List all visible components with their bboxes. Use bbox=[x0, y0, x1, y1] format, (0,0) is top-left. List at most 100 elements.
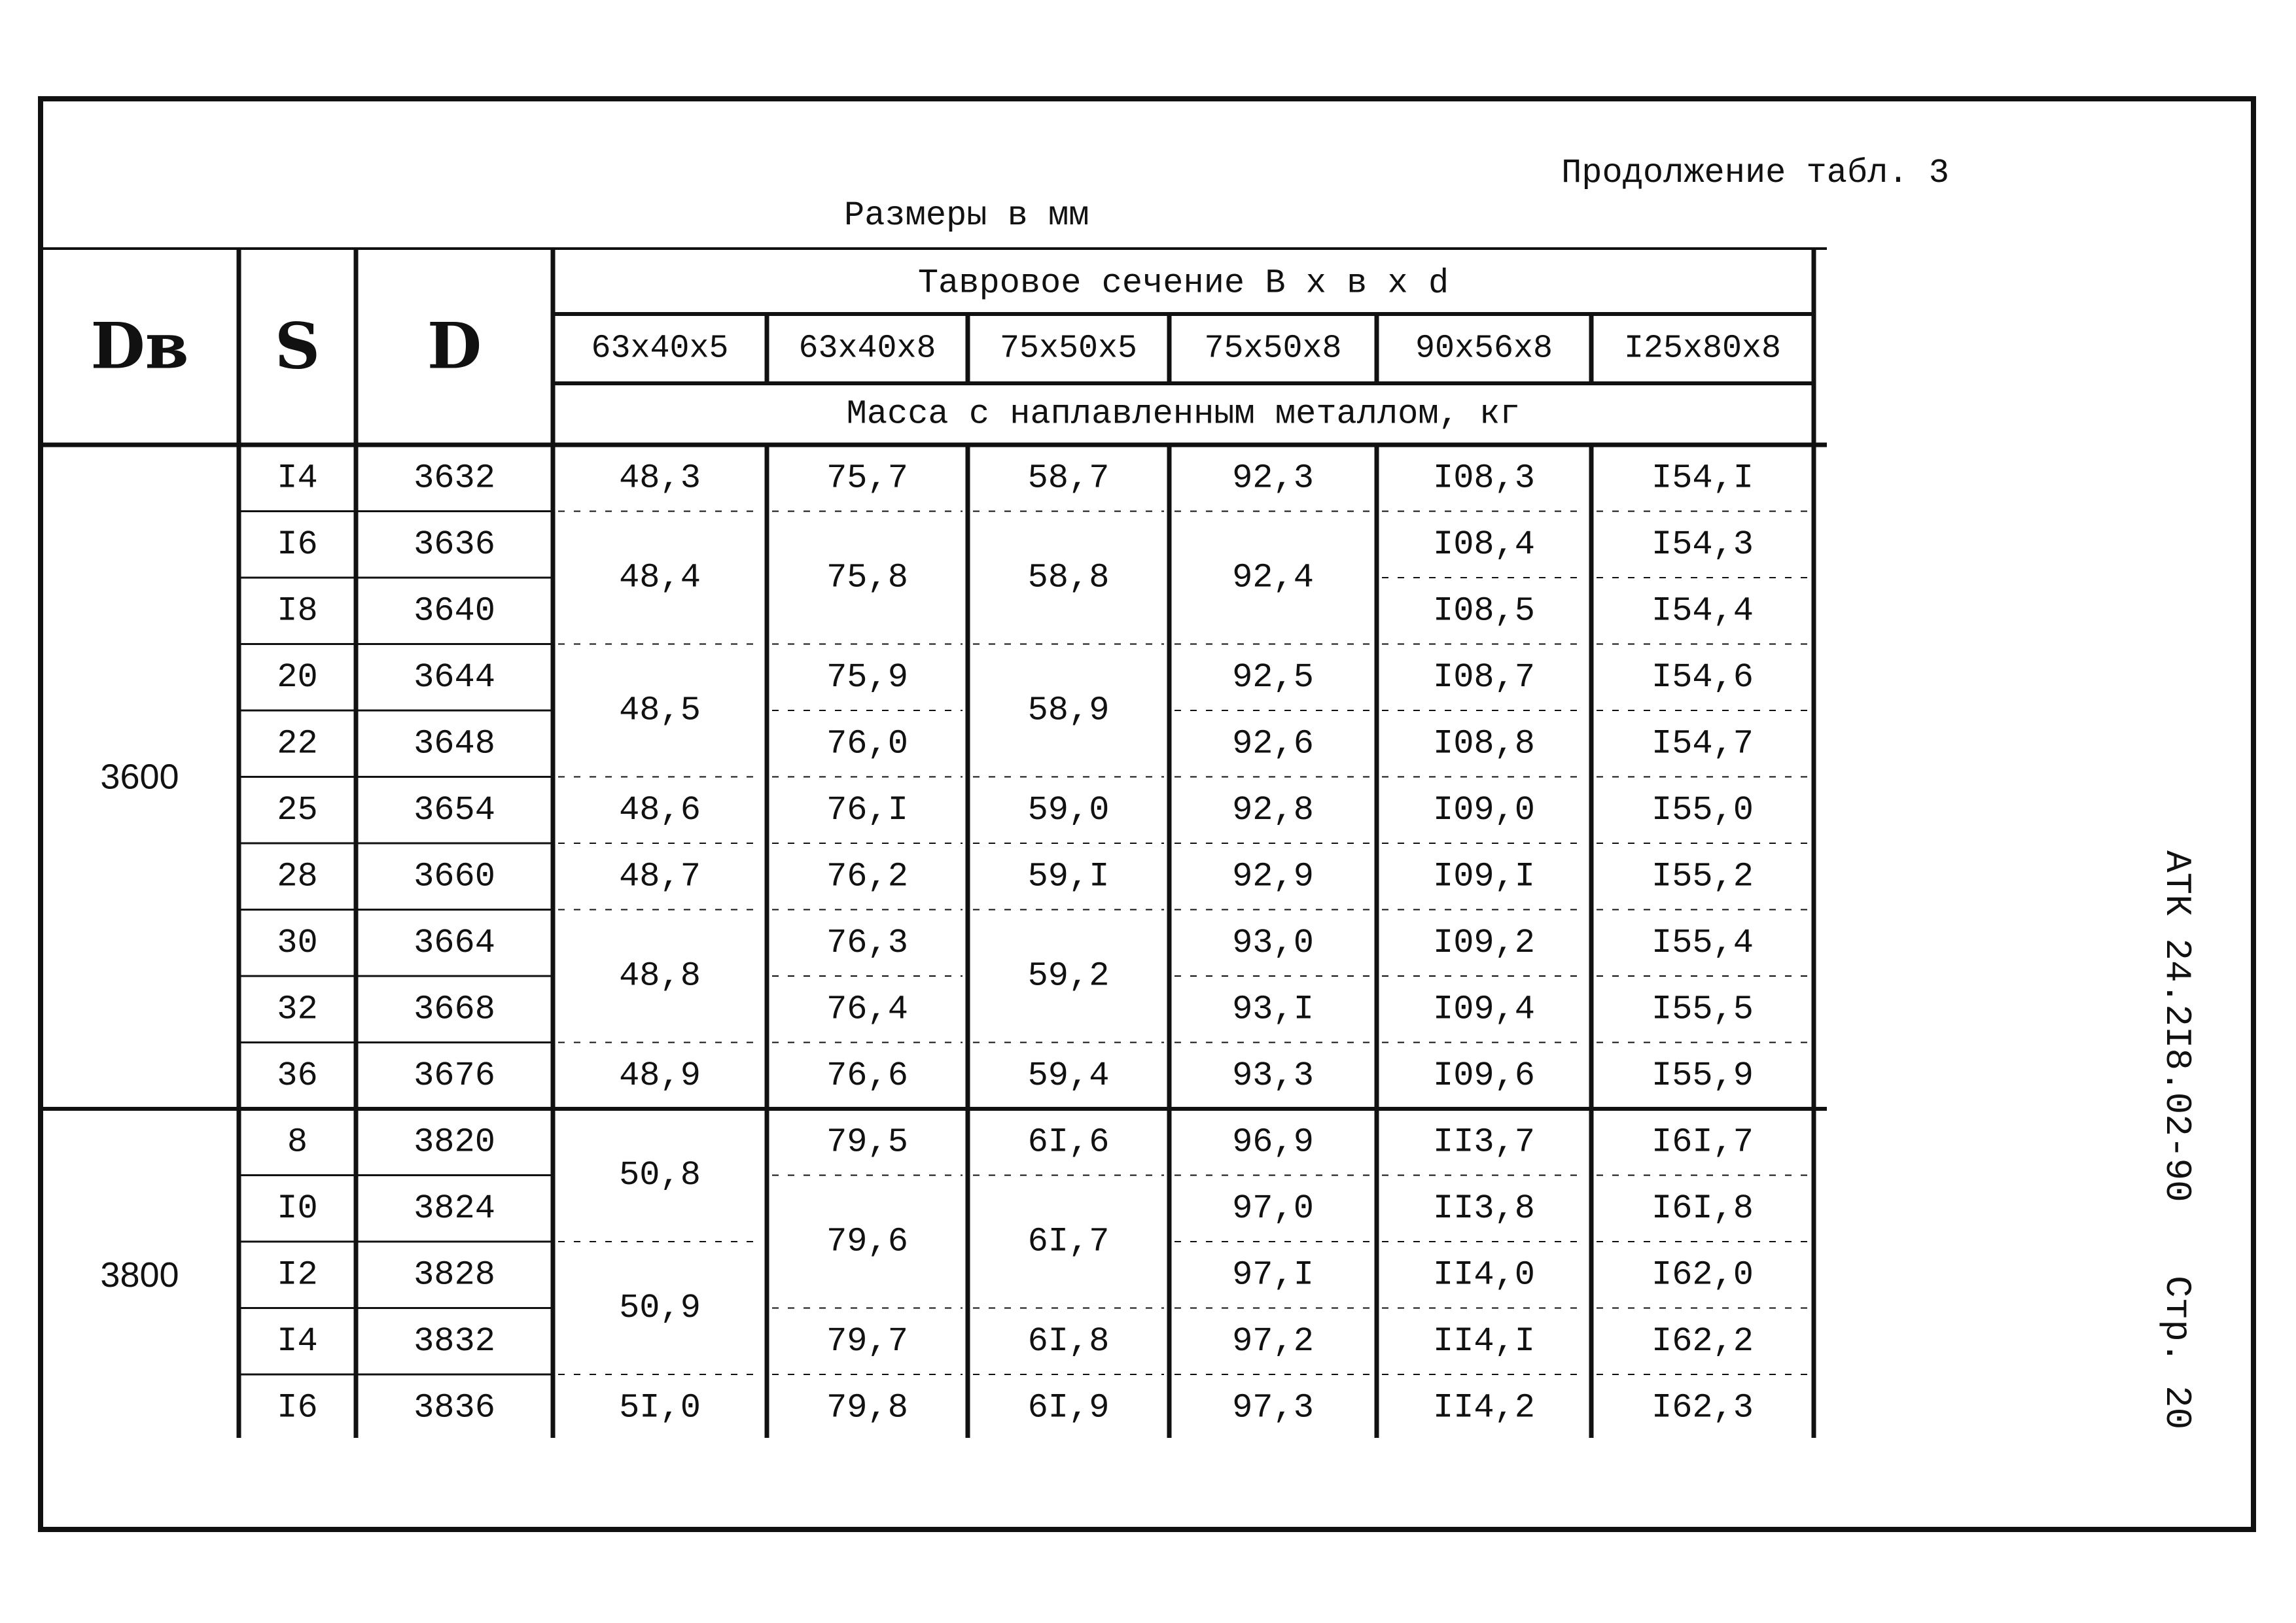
mass-value: 75,7 bbox=[826, 459, 908, 497]
mass-value: 76,0 bbox=[826, 724, 908, 763]
d-value: 3832 bbox=[414, 1322, 495, 1361]
s-value: 8 bbox=[287, 1123, 308, 1161]
mass-value: I09,4 bbox=[1433, 990, 1535, 1028]
mass-value: 97,3 bbox=[1232, 1388, 1314, 1427]
table-cells: Dв S D Тавровое сечение B x в x d 63x40x5 63x… bbox=[91, 264, 1782, 1427]
group-db-value: 3800 bbox=[100, 1255, 179, 1295]
d-value: 3648 bbox=[414, 724, 495, 763]
mass-value: I54,6 bbox=[1651, 658, 1754, 697]
mass-value: 92,6 bbox=[1232, 724, 1314, 763]
s-value: 32 bbox=[277, 990, 317, 1028]
mass-value: 79,8 bbox=[826, 1388, 908, 1427]
d-value: 3676 bbox=[414, 1056, 495, 1095]
mass-value: 93,I bbox=[1232, 990, 1314, 1028]
d-value: 3820 bbox=[414, 1123, 495, 1161]
mass-value: 6I,7 bbox=[1028, 1223, 1110, 1261]
mass-value: 59,I bbox=[1028, 857, 1110, 896]
s-value: I0 bbox=[277, 1189, 317, 1228]
header-db: Dв bbox=[91, 309, 189, 383]
mass-value: 58,9 bbox=[1028, 691, 1110, 730]
mass-value: I55,9 bbox=[1651, 1056, 1754, 1095]
mass-value: I62,3 bbox=[1651, 1388, 1754, 1427]
mass-value: 6I,9 bbox=[1028, 1388, 1110, 1427]
mass-value: I54,I bbox=[1651, 459, 1754, 497]
header-s: S bbox=[275, 309, 320, 383]
s-value: I8 bbox=[277, 591, 317, 630]
header-section-title: Тавровое сечение B x в x d bbox=[918, 264, 1449, 303]
mass-value: I55,2 bbox=[1651, 857, 1754, 896]
units-caption: Размеры в мм bbox=[844, 196, 1089, 235]
mass-table: Dв S D Тавровое сечение B x в x d 63x40x5 63x… bbox=[41, 247, 1827, 1438]
s-value: 20 bbox=[277, 658, 317, 697]
mass-value: 76,6 bbox=[826, 1056, 908, 1095]
d-value: 3640 bbox=[414, 591, 495, 630]
mass-value: 58,7 bbox=[1028, 459, 1110, 497]
group-db-value: 3600 bbox=[100, 758, 179, 797]
mass-value: I08,5 bbox=[1433, 591, 1535, 630]
mass-value: 92,9 bbox=[1232, 857, 1314, 896]
mass-value: 76,2 bbox=[826, 857, 908, 896]
mass-value: 96,9 bbox=[1232, 1123, 1314, 1161]
table-continuation-caption: Продолжение табл. 3 bbox=[1561, 154, 1949, 192]
mass-value: 93,3 bbox=[1232, 1056, 1314, 1095]
mass-value: 76,3 bbox=[826, 924, 908, 962]
header-profile: 75x50x8 bbox=[1204, 330, 1341, 368]
mass-value: 76,I bbox=[826, 791, 908, 829]
d-value: 3664 bbox=[414, 924, 495, 962]
s-value: I6 bbox=[277, 525, 317, 564]
mass-value: 59,0 bbox=[1028, 791, 1110, 829]
mass-value: II3,7 bbox=[1433, 1123, 1535, 1161]
mass-value: II3,8 bbox=[1433, 1189, 1535, 1228]
mass-value: 92,4 bbox=[1232, 559, 1314, 597]
mass-value: I54,3 bbox=[1651, 525, 1754, 564]
mass-value: 48,3 bbox=[619, 459, 701, 497]
mass-value: I54,7 bbox=[1651, 724, 1754, 763]
mass-value: I6I,7 bbox=[1651, 1123, 1754, 1161]
mass-value: 5I,0 bbox=[619, 1388, 701, 1427]
mass-value: 48,9 bbox=[619, 1056, 701, 1095]
d-value: 3654 bbox=[414, 791, 495, 829]
mass-value: II4,I bbox=[1433, 1322, 1535, 1361]
s-value: 25 bbox=[277, 791, 317, 829]
d-value: 3836 bbox=[414, 1388, 495, 1427]
document-code: АТК 24.2I8.02-90 bbox=[2156, 850, 2198, 1202]
mass-value: 75,8 bbox=[826, 559, 908, 597]
mass-value: I08,8 bbox=[1433, 724, 1535, 763]
d-value: 3668 bbox=[414, 990, 495, 1028]
page-frame bbox=[38, 96, 2256, 1532]
mass-value: 97,I bbox=[1232, 1255, 1314, 1294]
mass-value: 79,7 bbox=[826, 1322, 908, 1361]
mass-value: 48,5 bbox=[619, 691, 701, 730]
mass-value: 58,8 bbox=[1028, 559, 1110, 597]
mass-value: 76,4 bbox=[826, 990, 908, 1028]
header-profile: 63x40x5 bbox=[591, 330, 728, 368]
d-value: 3660 bbox=[414, 857, 495, 896]
mass-value: 48,7 bbox=[619, 857, 701, 896]
page-number: Стр. 20 bbox=[2156, 1276, 2198, 1430]
header-mass-title: Масса с наплавленным металлом, кг bbox=[847, 395, 1521, 434]
mass-value: 50,8 bbox=[619, 1156, 701, 1195]
mass-value: I09,2 bbox=[1433, 924, 1535, 962]
mass-value: 48,4 bbox=[619, 559, 701, 597]
s-value: 36 bbox=[277, 1056, 317, 1095]
mass-value: I6I,8 bbox=[1651, 1189, 1754, 1228]
s-value: 30 bbox=[277, 924, 317, 962]
mass-value: 79,6 bbox=[826, 1223, 908, 1261]
mass-value: 93,0 bbox=[1232, 924, 1314, 962]
d-value: 3828 bbox=[414, 1255, 495, 1294]
s-value: I6 bbox=[277, 1388, 317, 1427]
s-value: I4 bbox=[277, 1322, 317, 1361]
s-value: 22 bbox=[277, 724, 317, 763]
mass-value: 92,5 bbox=[1232, 658, 1314, 697]
s-value: I2 bbox=[277, 1255, 317, 1294]
mass-value: I08,4 bbox=[1433, 525, 1535, 564]
mass-value: I62,2 bbox=[1651, 1322, 1754, 1361]
header-profile: 90x56x8 bbox=[1415, 330, 1553, 368]
mass-value: 97,2 bbox=[1232, 1322, 1314, 1361]
d-value: 3636 bbox=[414, 525, 495, 564]
mass-value: 48,8 bbox=[619, 957, 701, 996]
mass-value: 6I,6 bbox=[1028, 1123, 1110, 1161]
d-value: 3632 bbox=[414, 459, 495, 497]
mass-value: 92,3 bbox=[1232, 459, 1314, 497]
mass-value: 97,0 bbox=[1232, 1189, 1314, 1228]
